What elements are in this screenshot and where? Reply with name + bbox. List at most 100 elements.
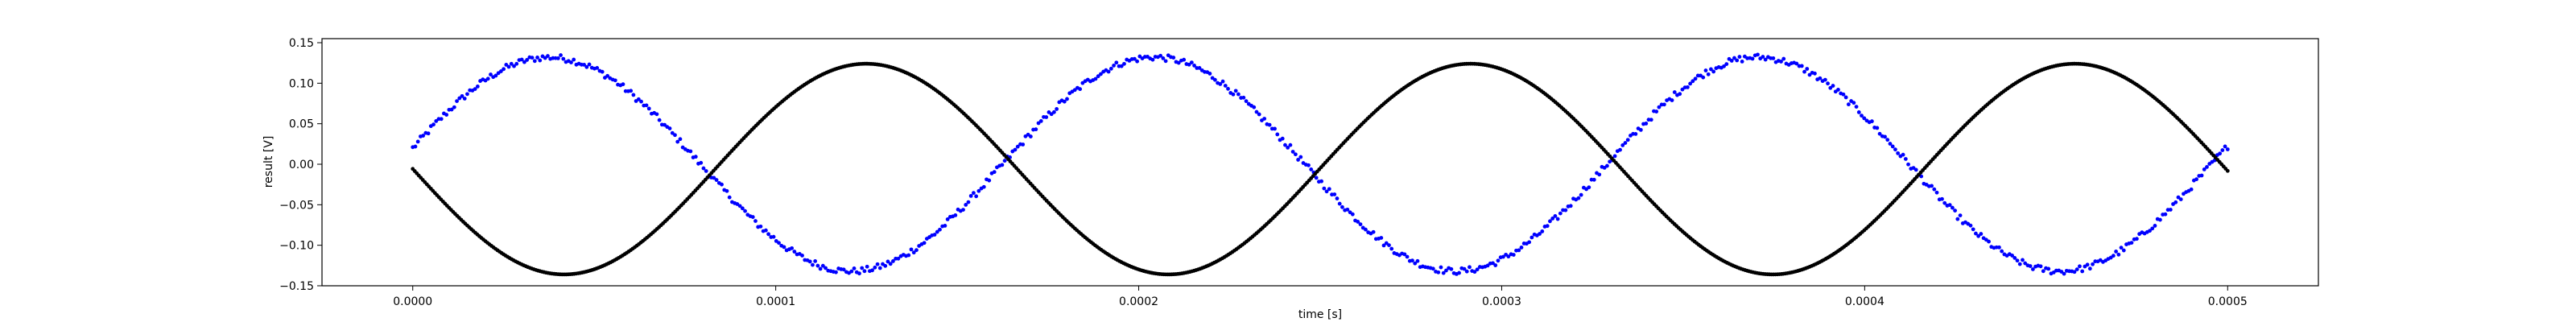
- data-point: [1212, 77, 1217, 82]
- data-point: [1457, 270, 1461, 275]
- data-point: [535, 56, 539, 60]
- plot-area: [321, 38, 2319, 287]
- data-point: [1597, 172, 1602, 177]
- data-point: [2119, 246, 2124, 250]
- data-point: [2046, 266, 2051, 271]
- data-point: [981, 184, 986, 189]
- data-point: [431, 122, 436, 127]
- data-point: [1078, 87, 1083, 92]
- data-point: [1568, 204, 1573, 208]
- data-point: [824, 266, 828, 270]
- data-point: [1750, 56, 1755, 61]
- data-point: [460, 93, 464, 98]
- data-point: [452, 105, 456, 109]
- data-point: [909, 247, 914, 252]
- data-point: [512, 64, 516, 68]
- data-point: [595, 66, 600, 70]
- data-point: [559, 53, 563, 57]
- data-point: [1958, 213, 1963, 218]
- data-point: [2114, 250, 2118, 254]
- data-point: [883, 263, 888, 268]
- data-point: [1545, 224, 1550, 229]
- data-point: [1799, 64, 1804, 68]
- data-point: [473, 87, 477, 91]
- data-point: [945, 217, 950, 221]
- data-point: [1381, 243, 1386, 248]
- data-point: [1055, 107, 1059, 111]
- x-tick-label: 0.0001: [756, 295, 795, 308]
- data-point: [421, 134, 426, 138]
- data-point: [1371, 229, 1376, 234]
- data-point: [2199, 173, 2204, 178]
- data-point: [1729, 59, 1734, 63]
- data-point: [1670, 98, 1674, 102]
- data-point: [2225, 168, 2230, 173]
- data-point: [1182, 57, 1187, 62]
- data-point: [818, 266, 823, 271]
- data-point: [1324, 189, 1329, 194]
- data-point: [1356, 220, 1360, 224]
- y-axis: −0.15 −0.10 −0.05 0.00 0.05 0.10 0.15: [279, 37, 322, 293]
- data-point: [1901, 152, 1905, 157]
- data-point: [704, 169, 708, 173]
- x-tick-label: 0.0000: [393, 295, 432, 308]
- data-point: [740, 206, 745, 211]
- data-point: [888, 262, 893, 266]
- data-point: [654, 112, 659, 117]
- data-point: [1176, 60, 1181, 65]
- data-point: [1657, 105, 1662, 109]
- data-point: [932, 233, 937, 237]
- data-point: [1158, 53, 1163, 58]
- data-point: [465, 92, 469, 97]
- data-point: [792, 250, 797, 254]
- data-point: [2225, 147, 2230, 151]
- data-point: [891, 259, 895, 263]
- data-point: [1358, 222, 1363, 227]
- data-point: [1257, 112, 1261, 117]
- data-point: [1591, 177, 1596, 182]
- data-point: [415, 139, 420, 144]
- data-point: [1818, 76, 1823, 80]
- data-point: [1623, 141, 1628, 145]
- data-point: [1852, 101, 1856, 105]
- data-point: [504, 63, 509, 67]
- data-point: [712, 175, 716, 180]
- data-point: [1262, 117, 1267, 121]
- data-point: [413, 144, 418, 149]
- data-point: [1703, 68, 1708, 72]
- data-point: [974, 194, 979, 199]
- data-point: [1540, 229, 1545, 233]
- data-point: [2129, 241, 2134, 246]
- data-point: [444, 113, 449, 117]
- data-point: [1280, 136, 1285, 141]
- data-point: [987, 178, 992, 183]
- y-tick-label: −0.15: [279, 280, 314, 293]
- data-point: [546, 54, 550, 58]
- data-point: [1296, 158, 1300, 162]
- data-point: [1441, 270, 1446, 275]
- data-point: [1976, 233, 1981, 238]
- data-point: [1633, 132, 1638, 136]
- data-point: [657, 118, 662, 122]
- data-point: [1112, 64, 1116, 68]
- data-point: [605, 73, 610, 78]
- data-point: [2059, 270, 2064, 274]
- data-point: [2218, 151, 2223, 156]
- data-point: [750, 215, 755, 219]
- data-point: [1065, 97, 1069, 101]
- data-point: [2116, 252, 2121, 257]
- data-point: [790, 246, 795, 250]
- data-point: [813, 259, 818, 263]
- data-point: [1997, 245, 2001, 250]
- data-point: [976, 188, 981, 193]
- data-point: [1913, 167, 1918, 172]
- data-point: [1135, 59, 1140, 64]
- data-point: [938, 227, 942, 232]
- data-point: [1644, 122, 1649, 126]
- data-point: [1563, 208, 1568, 213]
- data-point: [1430, 266, 1435, 271]
- data-point: [2163, 212, 2168, 217]
- data-point: [841, 267, 846, 272]
- data-point: [2174, 200, 2178, 204]
- data-point: [766, 232, 771, 237]
